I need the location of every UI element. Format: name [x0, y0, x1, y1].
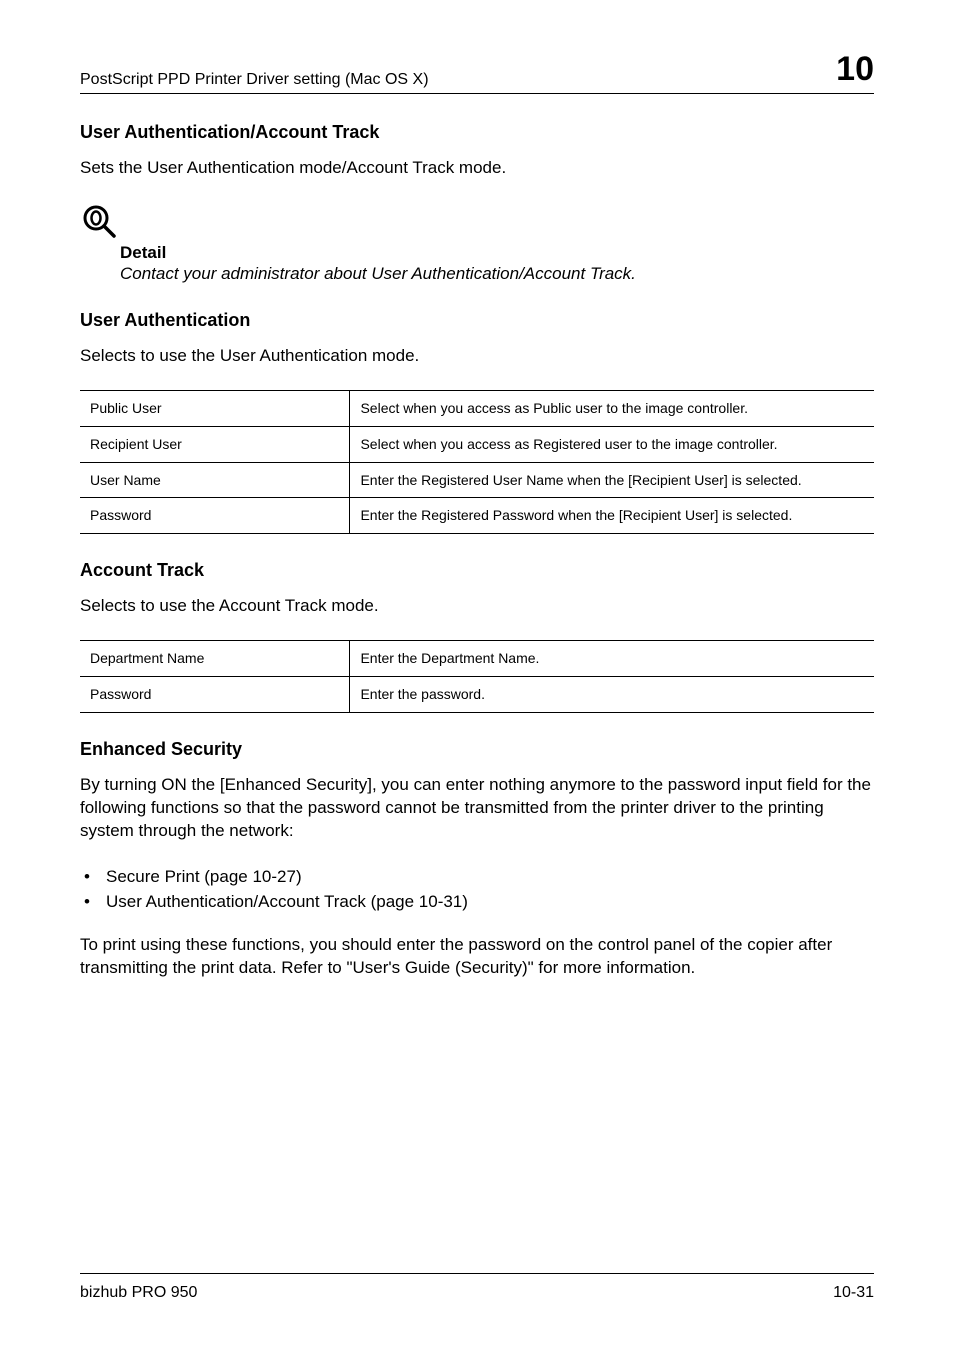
- cell-desc: Enter the Department Name.: [350, 641, 874, 677]
- cell-name: User Name: [80, 462, 350, 498]
- detail-label: Detail: [120, 243, 874, 263]
- para-es-body2: To print using these functions, you shou…: [80, 934, 874, 980]
- cell-desc: Enter the Registered User Name when the …: [350, 462, 874, 498]
- cell-name: Password: [80, 677, 350, 713]
- heading-user-auth: User Authentication: [80, 310, 874, 331]
- enhanced-security-bullets: Secure Print (page 10-27) User Authentic…: [80, 865, 874, 914]
- footer-product: bizhub PRO 950: [80, 1284, 197, 1302]
- header-title: PostScript PPD Printer Driver setting (M…: [80, 71, 429, 89]
- cell-desc: Select when you access as Registered use…: [350, 426, 874, 462]
- para-ua-body: Selects to use the User Authentication m…: [80, 345, 874, 368]
- detail-block: Detail Contact your administrator about …: [120, 202, 874, 286]
- cell-desc: Enter the Registered Password when the […: [350, 498, 874, 534]
- para-uat-body: Sets the User Authentication mode/Accoun…: [80, 157, 874, 180]
- table-row: Department Name Enter the Department Nam…: [80, 641, 874, 677]
- cell-name: Password: [80, 498, 350, 534]
- footer-page-number: 10-31: [833, 1284, 874, 1302]
- page-number-top: 10: [836, 50, 874, 89]
- cell-name: Recipient User: [80, 426, 350, 462]
- heading-account-track: Account Track: [80, 560, 874, 581]
- para-at-body: Selects to use the Account Track mode.: [80, 595, 874, 618]
- table-row: Public User Select when you access as Pu…: [80, 390, 874, 426]
- cell-name: Public User: [80, 390, 350, 426]
- list-item: User Authentication/Account Track (page …: [80, 890, 874, 915]
- table-row: User Name Enter the Registered User Name…: [80, 462, 874, 498]
- para-es-body1: By turning ON the [Enhanced Security], y…: [80, 774, 874, 843]
- magnifier-icon: [80, 202, 874, 247]
- heading-user-auth-account-track: User Authentication/Account Track: [80, 122, 874, 143]
- page-footer: bizhub PRO 950 10-31: [80, 1273, 874, 1302]
- table-row: Password Enter the password.: [80, 677, 874, 713]
- list-item: Secure Print (page 10-27): [80, 865, 874, 890]
- table-row: Password Enter the Registered Password w…: [80, 498, 874, 534]
- table-row: Recipient User Select when you access as…: [80, 426, 874, 462]
- cell-name: Department Name: [80, 641, 350, 677]
- detail-body: Contact your administrator about User Au…: [120, 263, 874, 286]
- cell-desc: Enter the password.: [350, 677, 874, 713]
- heading-enhanced-security: Enhanced Security: [80, 739, 874, 760]
- cell-desc: Select when you access as Public user to…: [350, 390, 874, 426]
- footer-rule: [80, 1273, 874, 1274]
- table-account-track: Department Name Enter the Department Nam…: [80, 640, 874, 713]
- header-rule: [80, 93, 874, 94]
- table-user-authentication: Public User Select when you access as Pu…: [80, 390, 874, 535]
